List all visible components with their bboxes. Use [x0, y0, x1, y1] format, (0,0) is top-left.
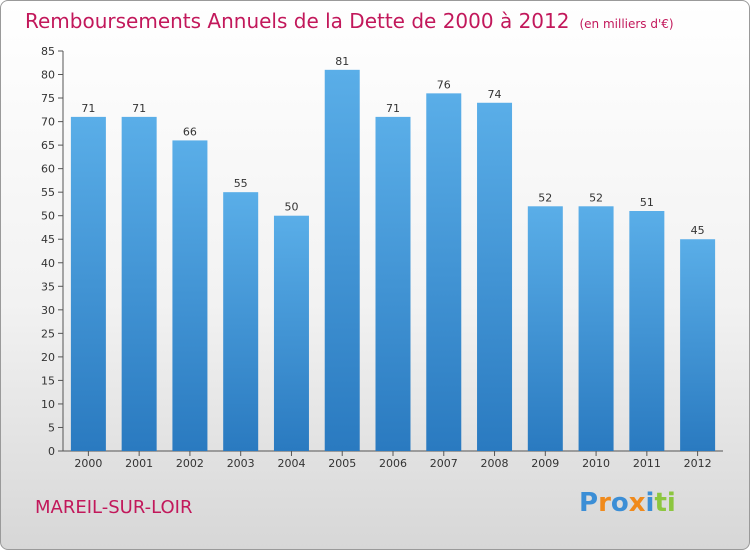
bar — [223, 192, 259, 452]
x-tick-label: 2004 — [277, 457, 305, 470]
data-label: 45 — [691, 224, 705, 237]
data-label: 81 — [335, 55, 349, 68]
data-label: 50 — [284, 201, 298, 214]
data-label: 76 — [437, 78, 451, 91]
bar — [172, 140, 208, 452]
x-tick-label: 2009 — [531, 457, 559, 470]
y-tick-label: 45 — [41, 233, 55, 246]
y-tick-label: 10 — [41, 398, 55, 411]
bar — [680, 239, 716, 451]
data-label: 51 — [640, 196, 654, 209]
y-tick-label: 40 — [41, 257, 55, 270]
bar — [426, 93, 462, 452]
data-label: 52 — [538, 191, 552, 204]
data-label: 71 — [132, 102, 146, 115]
chart-title-unit: (en milliers d'€) — [579, 17, 674, 31]
data-label: 74 — [488, 88, 502, 101]
x-tick-label: 2001 — [125, 457, 153, 470]
logo-letter: t — [654, 488, 667, 518]
y-tick-label: 75 — [41, 92, 55, 105]
commune-name: MAREIL-SUR-LOIR — [35, 497, 193, 518]
y-tick-label: 25 — [41, 327, 55, 340]
y-tick-label: 65 — [41, 139, 55, 152]
x-tick-label: 2007 — [430, 457, 458, 470]
y-tick-label: 0 — [48, 445, 55, 458]
data-label: 52 — [589, 191, 603, 204]
x-tick-label: 2005 — [328, 457, 356, 470]
data-label: 55 — [234, 177, 248, 190]
x-tick-label: 2011 — [633, 457, 661, 470]
y-tick-label: 55 — [41, 186, 55, 199]
y-tick-label: 50 — [41, 210, 55, 223]
data-label: 71 — [81, 102, 95, 115]
y-tick-label: 80 — [41, 69, 55, 82]
bar — [273, 215, 309, 451]
data-label: 71 — [386, 102, 400, 115]
logo-letter: r — [598, 488, 611, 518]
logo-letter: i — [645, 488, 655, 518]
y-tick-label: 85 — [41, 45, 55, 58]
x-tick-label: 2002 — [176, 457, 204, 470]
y-tick-label: 35 — [41, 280, 55, 293]
bar — [324, 69, 360, 451]
proxiti-logo: Proxiti — [579, 488, 676, 518]
logo-letter: P — [579, 488, 599, 518]
logo-letter: o — [610, 488, 629, 518]
x-tick-label: 2008 — [481, 457, 509, 470]
chart-title-main: Remboursements Annuels de la Dette de 20… — [25, 9, 570, 33]
logo-letter: i — [666, 488, 676, 518]
bar — [629, 211, 665, 451]
bar — [70, 116, 106, 451]
bar — [121, 116, 157, 451]
x-tick-label: 2006 — [379, 457, 407, 470]
bar — [375, 116, 411, 451]
data-label: 66 — [183, 125, 197, 138]
y-tick-label: 60 — [41, 163, 55, 176]
chart-title: Remboursements Annuels de la Dette de 20… — [25, 9, 674, 33]
x-tick-label: 2003 — [227, 457, 255, 470]
bar — [477, 102, 513, 451]
y-tick-label: 5 — [48, 421, 55, 434]
y-tick-label: 70 — [41, 116, 55, 129]
y-tick-label: 30 — [41, 304, 55, 317]
y-tick-label: 20 — [41, 351, 55, 364]
x-tick-label: 2000 — [74, 457, 102, 470]
bar — [527, 206, 563, 451]
x-tick-label: 2010 — [582, 457, 610, 470]
y-tick-label: 15 — [41, 374, 55, 387]
x-tick-label: 2012 — [684, 457, 712, 470]
logo-letter: x — [628, 488, 646, 518]
bar — [578, 206, 614, 451]
